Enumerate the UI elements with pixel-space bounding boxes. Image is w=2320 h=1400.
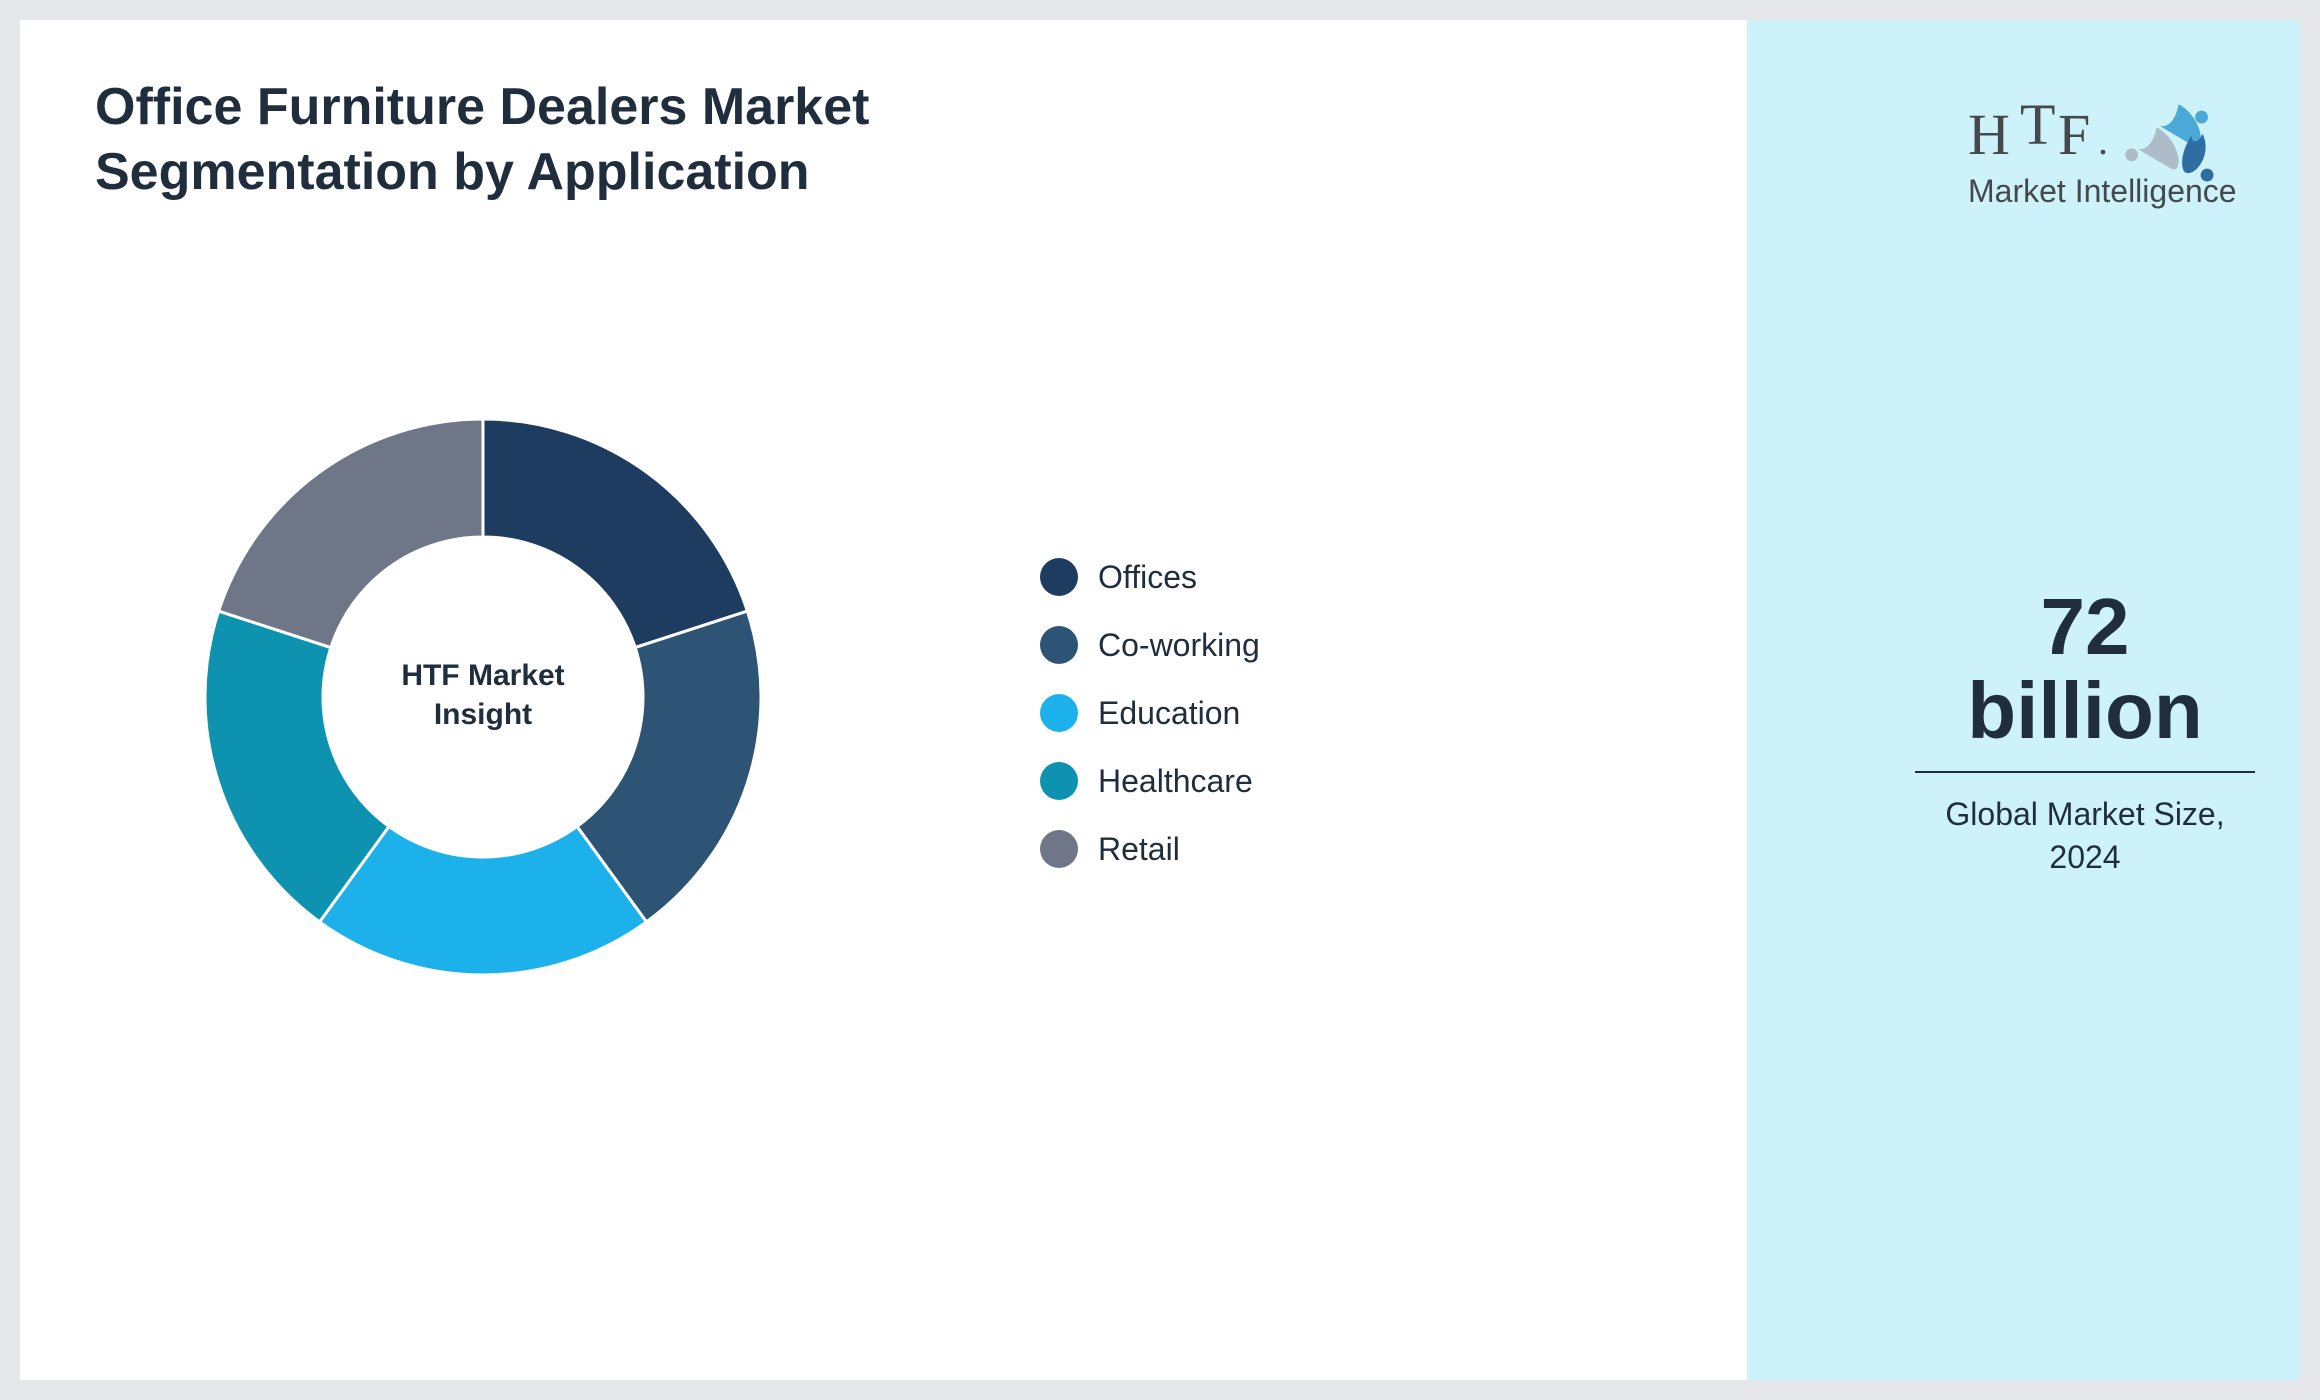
svg-text:.: . (2098, 118, 2108, 163)
svg-text:T: T (2020, 92, 2055, 157)
svg-text:Market Intelligence: Market Intelligence (1968, 173, 2237, 209)
svg-text:H: H (1968, 102, 2010, 167)
svg-text:F: F (2058, 102, 2090, 167)
